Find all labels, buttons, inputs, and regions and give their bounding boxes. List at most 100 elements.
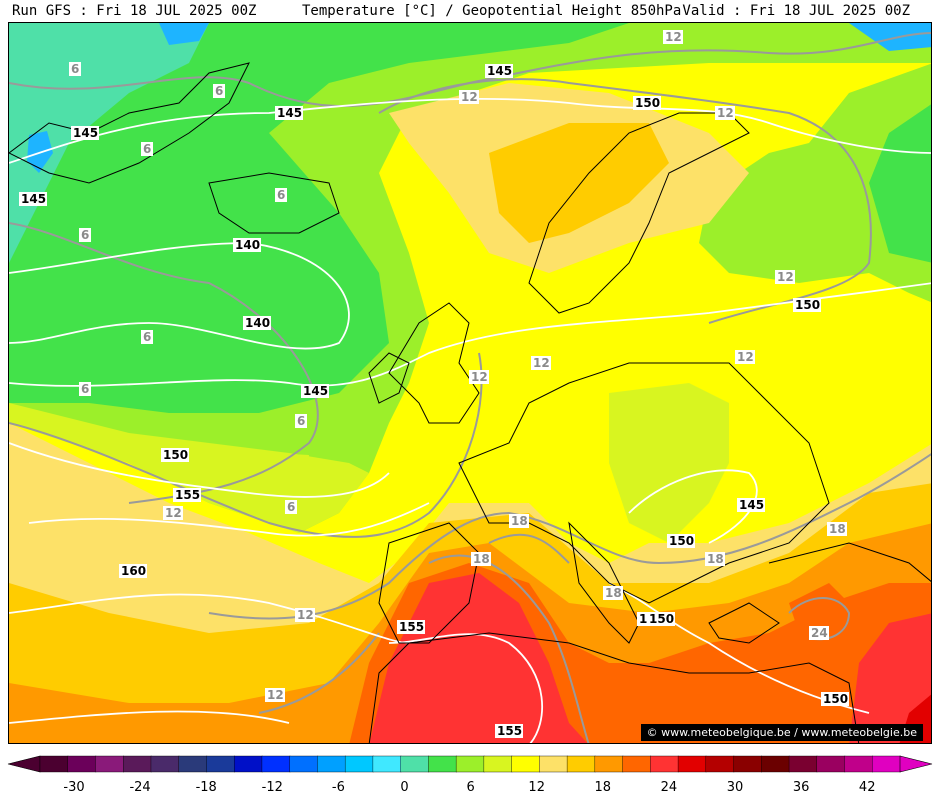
isotherm-label-text: 18 <box>473 552 490 566</box>
credit-label: © www.meteobelgique.be / www.meteobelgie… <box>640 724 923 741</box>
isotherm-label-text: 6 <box>143 142 151 156</box>
height-label-text: 150 <box>635 96 660 110</box>
scale-cell <box>95 755 124 773</box>
fill-0-greenland <box>9 23 209 263</box>
scale-cell <box>178 755 208 773</box>
height-labels: 1451451451451451501501401401501551601501… <box>19 64 849 738</box>
color-scale-ticks: -30 -24 -18 -12 -6 0 6 12 18 24 30 36 42 <box>63 780 875 795</box>
isotherm-label-text: 12 <box>665 30 682 44</box>
scale-tick-label: 18 <box>595 780 612 795</box>
scale-cell <box>206 755 235 773</box>
height-label: 145 <box>737 498 765 512</box>
isotherm-label-text: 6 <box>81 228 89 242</box>
isotherm-label-text: 12 <box>297 608 314 622</box>
scale-cell <box>677 755 707 773</box>
height-label-text: 155 <box>175 488 200 502</box>
isotherm-label-text: 12 <box>165 506 182 520</box>
isotherm-label-text: 12 <box>267 688 284 702</box>
fill-24-aegean <box>789 583 849 633</box>
isotherm-label: 6 <box>275 188 287 202</box>
isotherm-label: 12 <box>295 608 315 622</box>
isotherm-label-text: 6 <box>81 382 89 396</box>
isotherm-label-text: 18 <box>511 514 528 528</box>
scale-cell <box>788 755 818 773</box>
scale-cell <box>816 755 846 773</box>
scale-cell <box>539 755 568 773</box>
height-label: 140 <box>233 238 261 252</box>
height-label-text: 145 <box>277 106 302 120</box>
isotherm-labels: 6 6 6 6 6 6 6 6 6 12 12 12 12 12 12 12 12 12 12 18 18 18 18 18 2… <box>69 30 847 702</box>
height-label: 145 <box>301 384 329 398</box>
height-label-text: 145 <box>487 64 512 78</box>
isotherm-label-text: 12 <box>471 370 488 384</box>
isotherm-label: 18 <box>471 552 491 566</box>
height-label: 155 <box>397 620 425 634</box>
scale-cell <box>650 755 679 773</box>
isotherm-label: 12 <box>459 90 479 104</box>
height-label: 150 <box>161 448 189 462</box>
isotherm-label: 12 <box>265 688 285 702</box>
scale-cell <box>123 755 152 773</box>
fill-27-east <box>849 613 931 743</box>
height-label-text: 150 <box>823 692 848 706</box>
map-canvas: 6 6 6 6 6 6 6 6 6 12 12 12 12 12 12 12 12 12 12 18 18 18 18 18 2… <box>9 23 931 743</box>
scale-tick-label: 30 <box>727 780 744 795</box>
scale-tick-label: 36 <box>793 780 810 795</box>
map-title: Temperature [°C] / Geopotential Height 8… <box>302 3 682 19</box>
height-label-text: 150 <box>669 534 694 548</box>
scale-cell <box>400 755 430 773</box>
height-label-text: 150 <box>163 448 188 462</box>
scale-arrow-right <box>899 755 933 773</box>
fill-9-north-atlantic-band <box>9 403 369 533</box>
isotherm-label: 12 <box>663 30 683 44</box>
isotherm-label: 18 <box>509 514 529 528</box>
height-label: 150 <box>647 612 675 626</box>
height-label-text: 145 <box>21 192 46 206</box>
scale-cell <box>622 755 652 773</box>
isotherm-label-text: 6 <box>71 62 79 76</box>
scale-tick-label: 6 <box>466 780 474 795</box>
fill-cold-greenland <box>159 23 209 45</box>
isotherm-label-text: 6 <box>297 414 305 428</box>
fill-3-russia <box>869 104 931 263</box>
isotherm-label-text: 6 <box>143 330 151 344</box>
height-label-text: 145 <box>303 384 328 398</box>
isotherm-label: 6 <box>79 382 91 396</box>
fill-cold-arctic <box>849 23 931 51</box>
scale-tick-label: -18 <box>196 780 217 795</box>
scale-cell <box>483 755 513 773</box>
height-label: 155 <box>173 488 201 502</box>
scale-cell <box>872 755 901 773</box>
height-label: 150 <box>793 298 821 312</box>
isotherm-label: 18 <box>603 586 623 600</box>
isotherm-label: 24 <box>809 626 829 640</box>
scale-tick-label: -12 <box>262 780 283 795</box>
scale-cell <box>289 755 319 773</box>
scale-cell <box>261 755 291 773</box>
isotherm-label-text: 12 <box>777 270 794 284</box>
scale-tick-label: 24 <box>661 780 678 795</box>
isotherm-label-text: 18 <box>829 522 846 536</box>
height-label-text: 140 <box>245 316 270 330</box>
run-label: Run GFS : Fri 18 JUL 2025 00Z <box>12 3 257 19</box>
weather-map[interactable]: 6 6 6 6 6 6 6 6 6 12 12 12 12 12 12 12 12 12 12 18 18 18 18 18 2… <box>8 22 932 744</box>
isotherm-label-text: 12 <box>461 90 478 104</box>
isotherm-label-text: 18 <box>707 552 724 566</box>
scale-arrow-left <box>7 755 41 773</box>
isotherm-label-text: 12 <box>737 350 754 364</box>
scale-tick-label: -30 <box>63 780 84 795</box>
scale-cell <box>233 755 263 773</box>
height-label-text: 150 <box>795 298 820 312</box>
isotherm-label: 6 <box>79 228 91 242</box>
isotherm-label: 12 <box>469 370 489 384</box>
isohypse-lines <box>9 97 931 743</box>
isotherm-label: 6 <box>141 330 153 344</box>
height-label-text: 145 <box>739 498 764 512</box>
scale-cell <box>67 755 97 773</box>
isotherm-label-text: 18 <box>605 586 622 600</box>
scale-tick-label: 0 <box>400 780 408 795</box>
scale-cell <box>733 755 762 773</box>
coastlines <box>9 62 931 743</box>
scale-tick-label: 12 <box>528 780 545 795</box>
isotherm-label: 12 <box>163 506 183 520</box>
